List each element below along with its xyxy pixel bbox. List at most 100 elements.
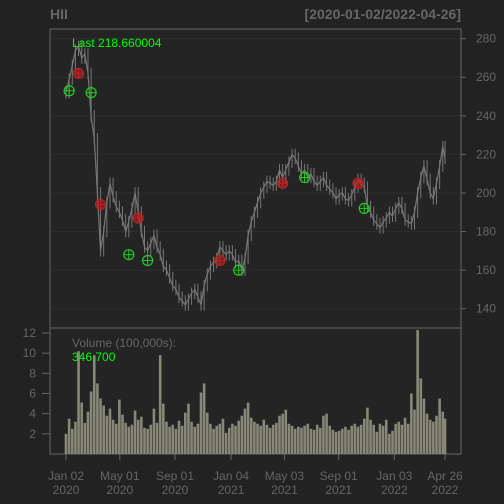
volume-bar — [322, 415, 325, 454]
x-tick-label: Apr 26 — [427, 469, 463, 483]
volume-bar — [372, 424, 375, 454]
volume-bar — [184, 412, 187, 454]
x-tick-label: Sep 01 — [156, 469, 194, 483]
volume-bar — [259, 425, 262, 454]
volume-bar — [130, 424, 134, 454]
volume-bar — [432, 421, 435, 454]
price-panel: 140 160 180 200 220 240 260 280 Last 218.660004 — [49, 28, 496, 329]
volume-bar — [67, 418, 71, 454]
volume-bar — [99, 398, 102, 454]
volume-bar — [391, 430, 394, 454]
volume-bar — [384, 419, 388, 454]
x-tick-label: Jan 04 — [213, 469, 249, 483]
x-tick-year: 2022 — [381, 483, 408, 497]
volume-bar — [443, 418, 447, 454]
volume-bar — [268, 427, 272, 454]
volume-bar — [80, 402, 83, 454]
x-tick-year: 2020 — [106, 483, 133, 497]
volume-bar — [290, 425, 294, 454]
volume-bar — [96, 383, 99, 454]
volume-bar — [168, 426, 171, 454]
price-grid — [51, 38, 460, 310]
x-tick-year: 2021 — [218, 483, 245, 497]
signal-sell-marker — [72, 67, 85, 79]
signal-buy-marker — [123, 249, 135, 261]
volume-bar — [152, 408, 156, 454]
volume-bar — [227, 427, 231, 454]
volume-bar — [319, 427, 322, 454]
price-line — [65, 45, 446, 308]
x-tick-year: 2020 — [53, 483, 80, 497]
volume-bar — [205, 412, 209, 454]
volume-bar — [224, 432, 228, 454]
signal-buy-marker — [63, 85, 75, 97]
volume-bar — [287, 423, 291, 454]
x-tick-year: 2021 — [271, 483, 298, 497]
volume-bar — [262, 419, 266, 454]
volume-bar — [359, 424, 363, 454]
x-tick-year: 2021 — [325, 483, 352, 497]
signal-buy-marker — [142, 254, 154, 267]
volume-bar — [281, 413, 284, 454]
volume-bar — [108, 408, 112, 454]
volume-bar — [331, 429, 335, 454]
volume-bar — [240, 415, 244, 454]
volume-bar — [146, 428, 149, 454]
volume-bar — [403, 417, 407, 454]
price-tick-label: 180 — [476, 225, 496, 239]
signal-buy-marker — [358, 202, 370, 214]
volume-panel: 2 4 6 8 10 12 Volume (100,000s): 346,700 — [23, 326, 462, 455]
volume-bar — [306, 423, 310, 454]
volume-bar — [158, 355, 162, 454]
x-tick-label: Jan 03 — [376, 469, 412, 483]
volume-bar — [202, 383, 206, 454]
volume-bar — [265, 424, 269, 454]
volume-bar — [256, 423, 259, 454]
volume-bar — [140, 416, 143, 454]
chart-title-symbol: HII — [50, 6, 68, 22]
volume-bar — [441, 411, 445, 454]
volume-bar — [70, 428, 74, 454]
volume-bar — [366, 407, 369, 454]
x-tick-label: May 01 — [100, 469, 140, 483]
volume-bar — [271, 424, 275, 454]
price-axis: 140 160 180 200 220 240 260 280 — [461, 32, 496, 316]
volume-bar — [297, 426, 300, 454]
price-tick-label: 240 — [476, 109, 496, 123]
volume-bar — [334, 431, 338, 454]
volume-bar — [221, 418, 225, 454]
volume-bar — [428, 419, 432, 454]
volume-bar — [162, 403, 165, 454]
signal-markers — [63, 67, 370, 276]
volume-bar — [353, 423, 357, 454]
volume-bar — [190, 421, 193, 454]
price-panel-frame — [49, 28, 462, 329]
price-series — [65, 40, 446, 311]
volume-bar — [218, 423, 222, 454]
volume-bar — [344, 426, 347, 454]
price-tick-label: 220 — [476, 147, 496, 161]
volume-bar — [394, 423, 397, 454]
volume-value: 346,700 — [72, 350, 116, 364]
volume-bar — [237, 420, 240, 454]
signal-sell-marker — [352, 177, 364, 189]
volume-bar — [350, 425, 354, 454]
price-tick-label: 260 — [476, 70, 496, 84]
volume-bar — [425, 413, 429, 454]
volume-bar — [124, 422, 127, 454]
volume-bar — [111, 419, 115, 454]
volume-bar — [89, 391, 93, 454]
volume-bar — [212, 428, 215, 454]
volume-bar — [92, 355, 96, 454]
volume-bar — [293, 428, 297, 454]
volume-bar — [347, 429, 350, 454]
volume-axis: 2 4 6 8 10 12 — [23, 326, 50, 441]
volume-bar — [105, 415, 109, 454]
volume-bar — [340, 428, 344, 454]
volume-bar — [369, 419, 372, 454]
signal-sell-marker — [214, 254, 226, 267]
x-tick-label: May 03 — [265, 469, 305, 483]
volume-bar — [337, 430, 341, 454]
volume-bar — [243, 408, 247, 454]
